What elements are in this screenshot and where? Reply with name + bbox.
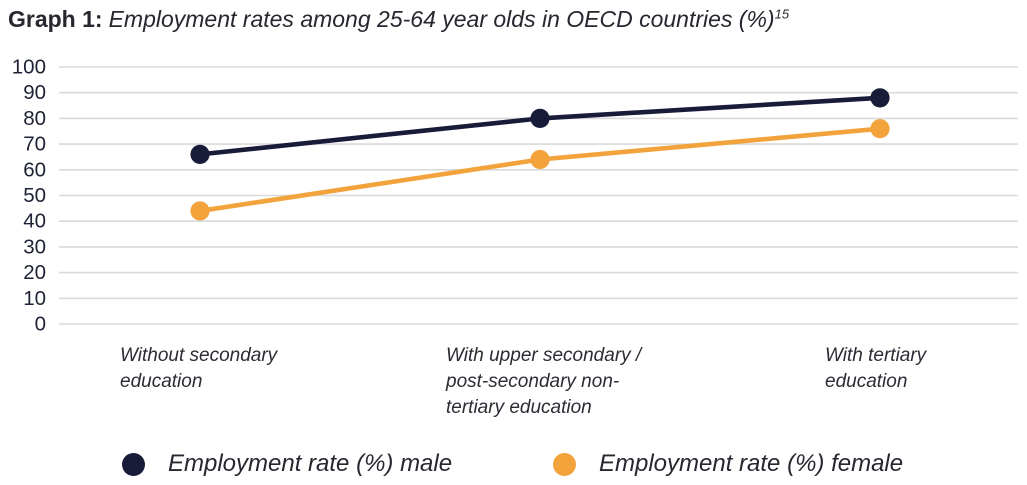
y-tick-label: 10 <box>23 287 46 310</box>
chart-title-prefix: Graph 1: <box>8 6 103 32</box>
data-point-male <box>870 88 890 108</box>
y-tick-label: 30 <box>23 235 46 258</box>
y-tick-label: 90 <box>23 81 46 104</box>
x-axis-label-tertiary: With tertiary education <box>825 345 927 392</box>
data-point-female <box>190 201 210 221</box>
data-point-female <box>530 149 550 170</box>
chart-title-footnote-ref: 15 <box>774 6 790 22</box>
data-point-female <box>870 119 890 139</box>
y-tick-label: 100 <box>12 56 46 79</box>
y-tick-label: 70 <box>23 133 46 156</box>
legend-item-male: Employment rate (%) male <box>122 450 452 478</box>
chart-title: Graph 1: Employment rates among 25-64 yea… <box>8 6 789 33</box>
legend-marker-male-icon <box>122 452 145 476</box>
y-tick-label: 80 <box>23 107 46 130</box>
y-tick-label: 20 <box>23 261 46 284</box>
legend-item-female: Employment rate (%) female <box>553 450 903 478</box>
data-point-male <box>190 144 210 164</box>
legend-label-female: Employment rate (%) female <box>599 450 904 477</box>
x-axis-label-without-secondary: Without secondary education <box>120 345 278 392</box>
y-tick-label: 60 <box>23 158 46 181</box>
data-point-male <box>530 108 550 128</box>
x-axis-label-upper-secondary: With upper secondary / post-secondary non… <box>446 345 642 418</box>
chart-title-text: Employment rates among 25-64 year olds i… <box>108 6 775 32</box>
legend-marker-female-icon <box>553 452 576 476</box>
legend-label-male: Employment rate (%) male <box>168 450 453 477</box>
y-tick-label: 0 <box>35 313 46 336</box>
y-tick-label: 40 <box>23 210 46 233</box>
y-tick-label: 50 <box>23 184 46 207</box>
